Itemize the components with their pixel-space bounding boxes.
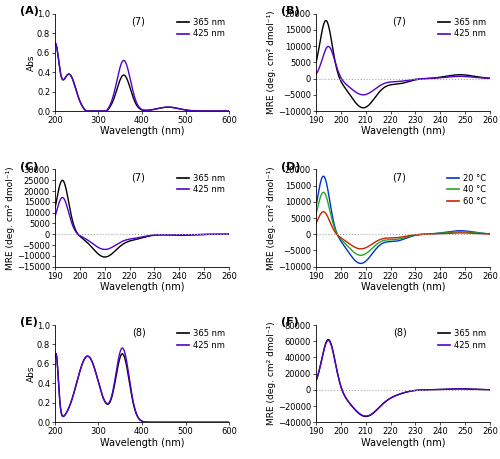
X-axis label: Wavelength (nm): Wavelength (nm) [100, 437, 184, 448]
Text: (8): (8) [132, 328, 145, 338]
X-axis label: Wavelength (nm): Wavelength (nm) [361, 126, 446, 136]
Text: (7): (7) [132, 172, 145, 182]
Legend: 365 nm, 425 nm: 365 nm, 425 nm [438, 329, 486, 350]
Y-axis label: MRE (deg. cm² dmol⁻¹): MRE (deg. cm² dmol⁻¹) [268, 11, 276, 114]
X-axis label: Wavelength (nm): Wavelength (nm) [100, 126, 184, 136]
Text: (A): (A) [20, 6, 39, 16]
Legend: 365 nm, 425 nm: 365 nm, 425 nm [177, 329, 225, 350]
Y-axis label: MRE (deg. cm² dmol⁻¹): MRE (deg. cm² dmol⁻¹) [268, 166, 276, 270]
Text: (C): (C) [20, 162, 38, 172]
X-axis label: Wavelength (nm): Wavelength (nm) [100, 282, 184, 292]
X-axis label: Wavelength (nm): Wavelength (nm) [361, 437, 446, 448]
Text: (7): (7) [392, 17, 406, 27]
Y-axis label: Abs: Abs [26, 54, 36, 71]
Legend: 365 nm, 425 nm: 365 nm, 425 nm [177, 174, 225, 194]
Text: (8): (8) [392, 328, 406, 338]
Text: (D): (D) [281, 162, 300, 172]
Text: (F): (F) [281, 317, 299, 327]
Legend: 365 nm, 425 nm: 365 nm, 425 nm [177, 18, 225, 39]
Y-axis label: MRE (deg. cm² dmol⁻¹): MRE (deg. cm² dmol⁻¹) [6, 166, 16, 270]
Text: (7): (7) [132, 17, 145, 27]
Text: (7): (7) [392, 172, 406, 182]
Text: (B): (B) [281, 6, 300, 16]
X-axis label: Wavelength (nm): Wavelength (nm) [361, 282, 446, 292]
Y-axis label: MRE (deg. cm² dmol⁻¹): MRE (deg. cm² dmol⁻¹) [268, 322, 276, 425]
Text: (E): (E) [20, 317, 38, 327]
Legend: 365 nm, 425 nm: 365 nm, 425 nm [438, 18, 486, 39]
Y-axis label: Abs: Abs [26, 365, 36, 382]
Legend: 20 °C, 40 °C, 60 °C: 20 °C, 40 °C, 60 °C [447, 174, 486, 206]
